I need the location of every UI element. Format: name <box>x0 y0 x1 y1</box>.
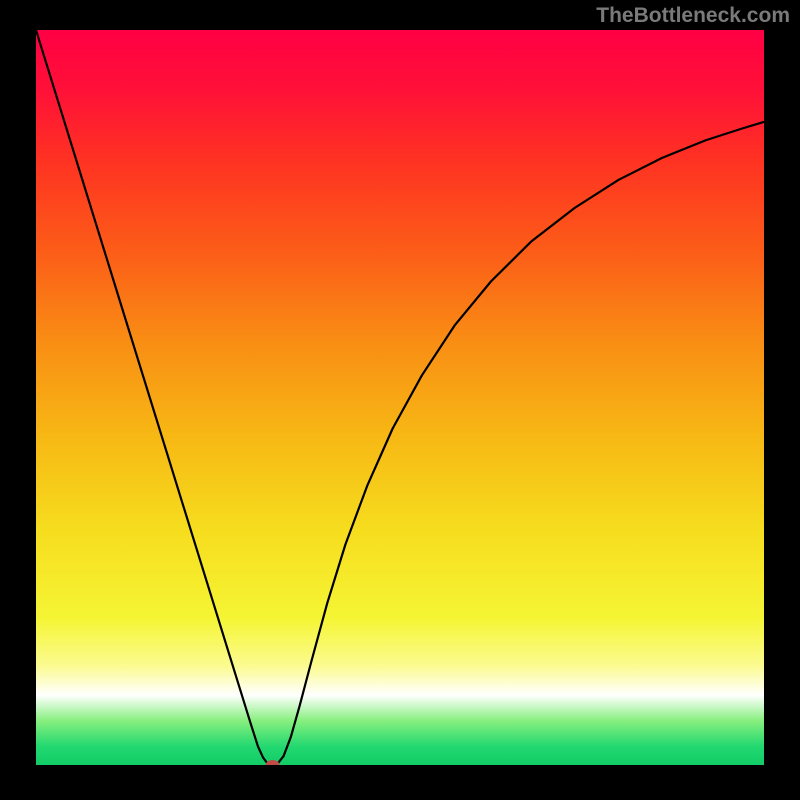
gradient-background <box>36 30 764 765</box>
plot-svg <box>36 30 764 765</box>
plot-area <box>36 30 764 765</box>
chart-container: TheBottleneck.com <box>0 0 800 800</box>
watermark-text: TheBottleneck.com <box>596 4 790 28</box>
